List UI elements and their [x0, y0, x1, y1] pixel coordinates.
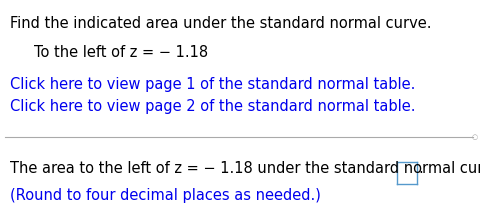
Text: Click here to view page 1 of the standard normal table.: Click here to view page 1 of the standar…: [10, 77, 415, 92]
Text: Find the indicated area under the standard normal curve.: Find the indicated area under the standa…: [10, 16, 431, 31]
Text: To the left of z = − 1.18: To the left of z = − 1.18: [34, 45, 208, 60]
Text: ○: ○: [471, 134, 477, 140]
Text: .: .: [419, 161, 423, 176]
Text: (Round to four decimal places as needed.): (Round to four decimal places as needed.…: [10, 188, 321, 203]
Text: Click here to view page 2 of the standard normal table.: Click here to view page 2 of the standar…: [10, 99, 415, 114]
Text: The area to the left of z = − 1.18 under the standard normal curve is: The area to the left of z = − 1.18 under…: [10, 161, 480, 176]
